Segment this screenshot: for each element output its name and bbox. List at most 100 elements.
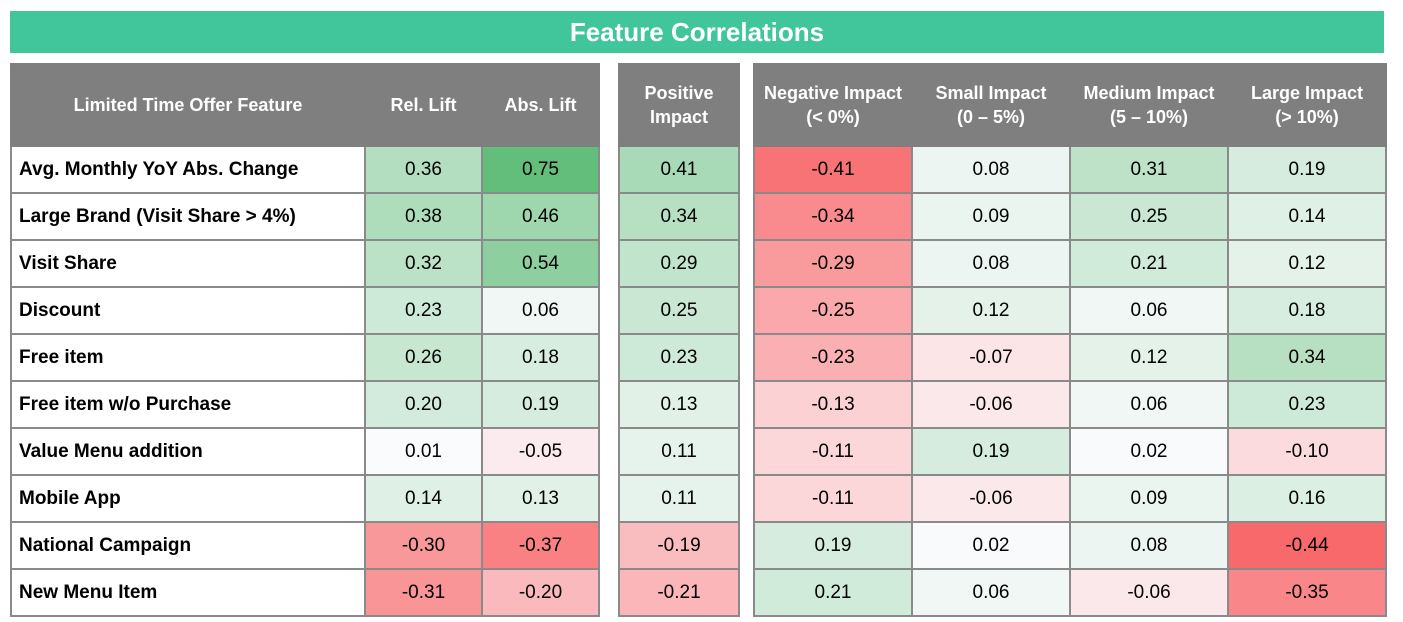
abs-lift-cell: -0.20 (481, 568, 600, 617)
abs-lift-cell: -0.05 (481, 427, 600, 476)
small-impact-cell: 0.12 (911, 286, 1071, 335)
rel-lift-cell: 0.23 (364, 286, 483, 335)
row-label: Avg. Monthly YoY Abs. Change (10, 145, 366, 194)
table-row: 0.25 (618, 286, 740, 335)
table-row: -0.29 0.08 0.21 0.12 (753, 239, 1387, 288)
table-row: Discount 0.23 0.06 (10, 286, 600, 335)
table-row: 0.11 (618, 474, 740, 523)
positive-impact-table: Positive Impact 0.41 0.34 0.29 0.25 0.23 0.13… (618, 63, 740, 617)
small-impact-cell: 0.09 (911, 192, 1071, 241)
abs-lift-cell: -0.37 (481, 521, 600, 570)
header-large-impact: Large Impact (> 10%) (1227, 63, 1387, 147)
header-negative-impact: Negative Impact (< 0%) (753, 63, 913, 147)
large-impact-cell: 0.12 (1227, 239, 1387, 288)
table-row: Visit Share 0.32 0.54 (10, 239, 600, 288)
small-impact-cell: 0.02 (911, 521, 1071, 570)
positive-impact-cell: 0.25 (618, 286, 740, 335)
header-feature: Limited Time Offer Feature (10, 63, 366, 147)
table-row: 0.19 0.02 0.08 -0.44 (753, 521, 1387, 570)
header-negative-line1: Negative Impact (763, 83, 903, 103)
header-rel-lift: Rel. Lift (364, 63, 483, 147)
medium-impact-cell: 0.25 (1069, 192, 1229, 241)
table-row: -0.25 0.12 0.06 0.18 (753, 286, 1387, 335)
positive-impact-cell: 0.23 (618, 333, 740, 382)
row-label: Mobile App (10, 474, 366, 523)
header-medium-line2: (5 – 10%) (1109, 107, 1189, 127)
small-impact-cell: -0.06 (911, 380, 1071, 429)
header-positive-line1: Positive (644, 83, 714, 103)
abs-lift-cell: 0.18 (481, 333, 600, 382)
header-medium-line1: Medium Impact (1083, 83, 1215, 103)
rel-lift-cell: 0.14 (364, 474, 483, 523)
negative-impact-cell: -0.11 (753, 427, 913, 476)
table-row: 0.41 (618, 145, 740, 194)
header-small-line2: (0 – 5%) (956, 107, 1026, 127)
negative-impact-cell: -0.29 (753, 239, 913, 288)
large-impact-cell: 0.18 (1227, 286, 1387, 335)
table-row: 0.23 (618, 333, 740, 382)
negative-impact-cell: 0.21 (753, 568, 913, 617)
row-label: Visit Share (10, 239, 366, 288)
header-medium-impact: Medium Impact (5 – 10%) (1069, 63, 1229, 147)
header-small-impact: Small Impact (0 – 5%) (911, 63, 1071, 147)
medium-impact-cell: 0.02 (1069, 427, 1229, 476)
table-row: -0.21 (618, 568, 740, 617)
medium-impact-cell: 0.12 (1069, 333, 1229, 382)
medium-impact-cell: 0.06 (1069, 286, 1229, 335)
abs-lift-cell: 0.19 (481, 380, 600, 429)
medium-impact-cell: -0.06 (1069, 568, 1229, 617)
positive-impact-cell: 0.41 (618, 145, 740, 194)
header-small-line1: Small Impact (935, 83, 1047, 103)
negative-impact-cell: -0.34 (753, 192, 913, 241)
positive-impact-cell: 0.11 (618, 474, 740, 523)
header-large-line1: Large Impact (1250, 83, 1364, 103)
large-impact-cell: 0.16 (1227, 474, 1387, 523)
table-row: 0.34 (618, 192, 740, 241)
header-positive-line2: Impact (649, 107, 709, 127)
positive-impact-cell: -0.21 (618, 568, 740, 617)
table-row: Avg. Monthly YoY Abs. Change 0.36 0.75 (10, 145, 600, 194)
table-row: -0.13 -0.06 0.06 0.23 (753, 380, 1387, 429)
table-row: -0.19 (618, 521, 740, 570)
negative-impact-cell: -0.41 (753, 145, 913, 194)
impact-buckets-table: Negative Impact (< 0%) Small Impact (0 –… (753, 63, 1387, 617)
small-impact-cell: 0.19 (911, 427, 1071, 476)
row-label: New Menu Item (10, 568, 366, 617)
table-row: 0.13 (618, 380, 740, 429)
table-row: -0.34 0.09 0.25 0.14 (753, 192, 1387, 241)
table-row: -0.41 0.08 0.31 0.19 (753, 145, 1387, 194)
table-row: Mobile App 0.14 0.13 (10, 474, 600, 523)
rel-lift-cell: 0.32 (364, 239, 483, 288)
row-label: Value Menu addition (10, 427, 366, 476)
positive-impact-cell: 0.34 (618, 192, 740, 241)
row-label: Large Brand (Visit Share > 4%) (10, 192, 366, 241)
medium-impact-cell: 0.31 (1069, 145, 1229, 194)
row-label: Free item (10, 333, 366, 382)
row-label: Discount (10, 286, 366, 335)
large-impact-cell: -0.10 (1227, 427, 1387, 476)
table-row: Value Menu addition 0.01 -0.05 (10, 427, 600, 476)
table-row: Free item 0.26 0.18 (10, 333, 600, 382)
table-row: -0.23 -0.07 0.12 0.34 (753, 333, 1387, 382)
large-impact-cell: 0.14 (1227, 192, 1387, 241)
rel-lift-cell: 0.01 (364, 427, 483, 476)
table-row: -0.11 0.19 0.02 -0.10 (753, 427, 1387, 476)
rel-lift-cell: -0.31 (364, 568, 483, 617)
abs-lift-cell: 0.54 (481, 239, 600, 288)
header-negative-line2: (< 0%) (806, 107, 860, 127)
row-label: Free item w/o Purchase (10, 380, 366, 429)
positive-impact-cell: 0.13 (618, 380, 740, 429)
table-row: -0.11 -0.06 0.09 0.16 (753, 474, 1387, 523)
negative-impact-cell: -0.25 (753, 286, 913, 335)
table-row: Large Brand (Visit Share > 4%) 0.38 0.46 (10, 192, 600, 241)
large-impact-cell: 0.19 (1227, 145, 1387, 194)
header-abs-lift-label: Abs. Lift (504, 95, 577, 115)
medium-impact-cell: 0.06 (1069, 380, 1229, 429)
large-impact-cell: -0.35 (1227, 568, 1387, 617)
large-impact-cell: -0.44 (1227, 521, 1387, 570)
medium-impact-cell: 0.09 (1069, 474, 1229, 523)
positive-impact-cell: 0.11 (618, 427, 740, 476)
positive-impact-cell: 0.29 (618, 239, 740, 288)
abs-lift-cell: 0.75 (481, 145, 600, 194)
medium-impact-cell: 0.08 (1069, 521, 1229, 570)
